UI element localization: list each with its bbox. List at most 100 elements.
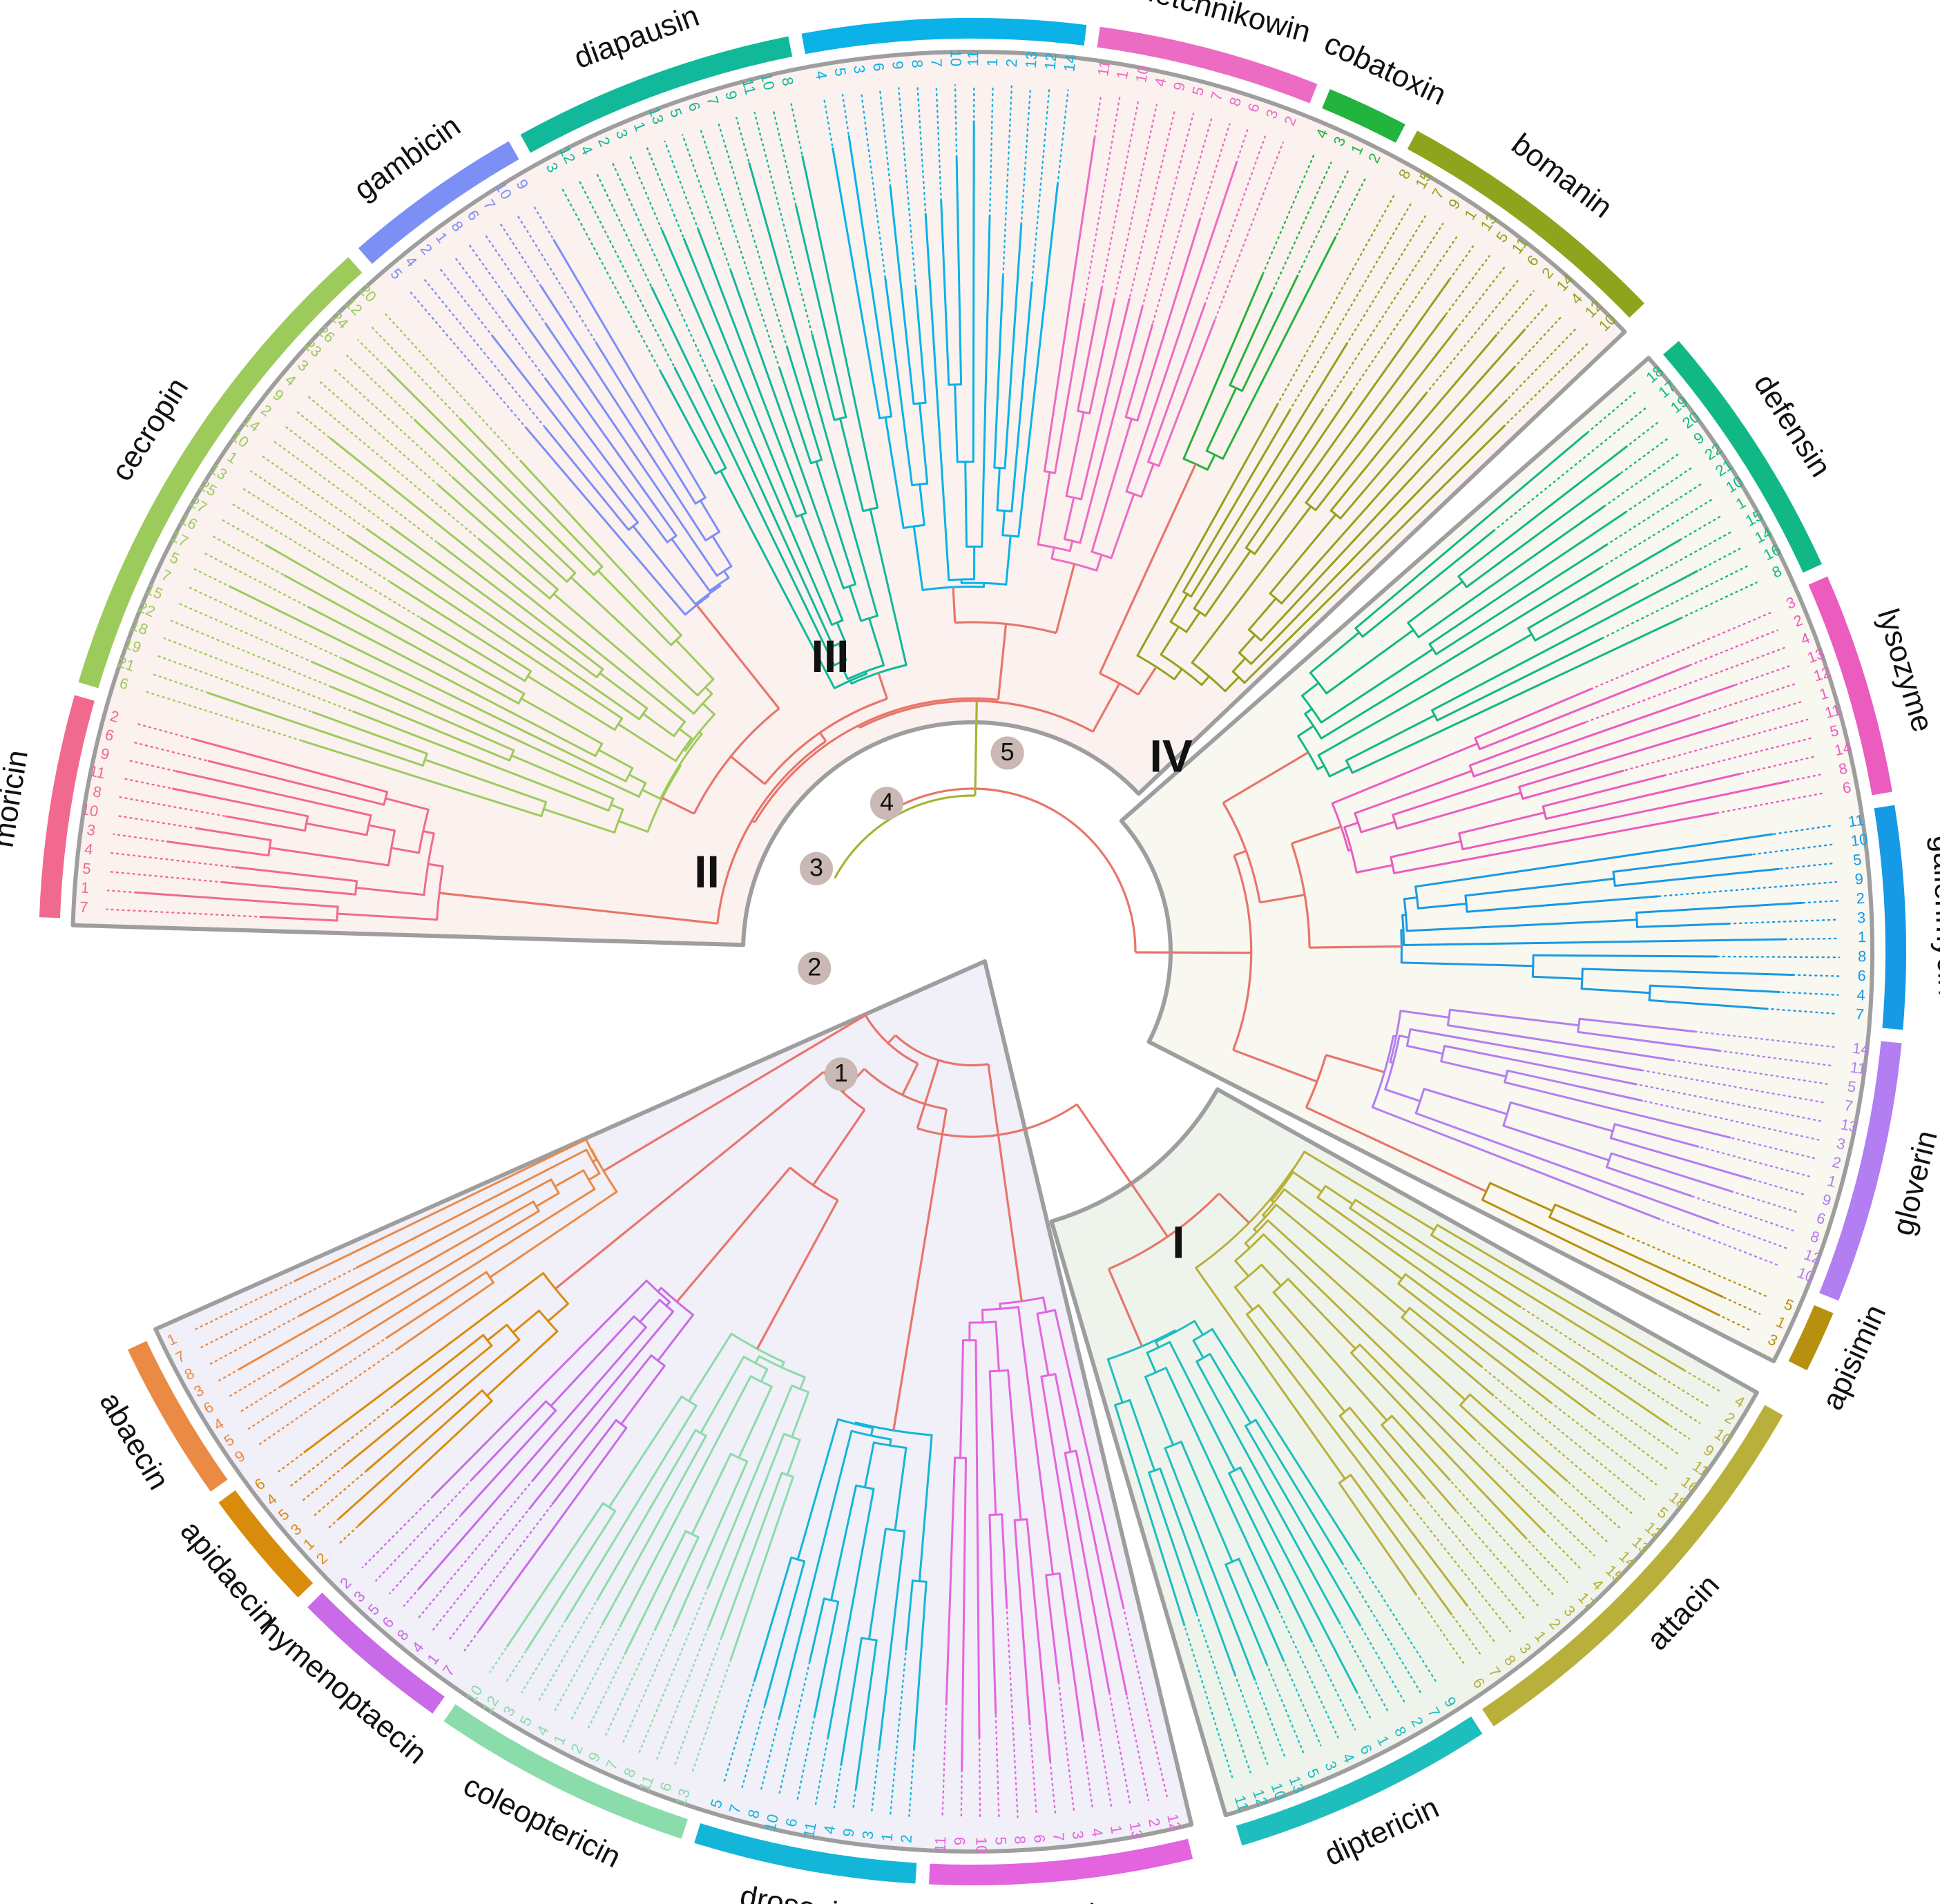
subtree-gallerimycin — [1400, 825, 1841, 1015]
node-marker-4 — [870, 787, 903, 820]
tip-label: 4 — [84, 840, 94, 858]
tip-label: 5 — [1846, 1077, 1857, 1096]
family-label-drosocin: drosocin — [738, 1879, 856, 1904]
family-band-coleoptericin — [443, 1704, 688, 1839]
subtree-drosocin — [723, 1418, 933, 1817]
tip-label: 3 — [1069, 1829, 1087, 1840]
subtree-lysozyme — [1331, 612, 1826, 874]
tip-label: 1 — [1107, 1824, 1126, 1835]
tip-label: 4 — [820, 1824, 839, 1835]
tip-label: 1 — [1113, 69, 1132, 80]
node-label-4: 4 — [880, 788, 894, 816]
tip-label: 6 — [782, 1817, 800, 1829]
tip-label: 8 — [908, 59, 926, 68]
clade-label-IV: IV — [1150, 731, 1193, 782]
tip-label: 14 — [1060, 54, 1079, 73]
tip-label: 8 — [778, 75, 797, 87]
tip-label: 12 — [1041, 52, 1060, 70]
family-band-moricin — [39, 695, 95, 919]
tip-label: 7 — [928, 58, 945, 67]
family-band-gambicin — [358, 141, 519, 265]
tip-label: 1 — [1858, 928, 1867, 945]
tip-label: 11 — [1094, 59, 1113, 77]
family-band-drosocin — [694, 1823, 917, 1884]
tip-label: 4 — [812, 69, 831, 80]
family-band-lebocin — [929, 1838, 1193, 1885]
tip-label: 10 — [1850, 830, 1868, 849]
subtree-apidaecin — [278, 1272, 569, 1545]
tip-label: 4 — [1151, 76, 1170, 88]
tip-label: 5 — [992, 1836, 1009, 1845]
tip-label: 7 — [1855, 1006, 1865, 1023]
internal-nodes: 1 2 3 4 5 — [798, 736, 1024, 1091]
family-band-hymenoptaecin — [307, 1593, 445, 1714]
family-band-cecropin — [78, 257, 363, 689]
tip-label: 6 — [1841, 778, 1853, 797]
tip-label: 3 — [1857, 909, 1866, 926]
tip-label: 12 — [1164, 1812, 1184, 1832]
tip-label: 8 — [745, 1808, 763, 1820]
tip-label: 11 — [964, 50, 981, 66]
tip-label: 5 — [1828, 722, 1841, 740]
tip-label: 3 — [86, 821, 97, 839]
tip-label: 9 — [951, 1837, 968, 1846]
subtree-metchnikowin — [1037, 93, 1284, 572]
family-band-lysozyme — [1808, 576, 1892, 796]
node-label-2: 2 — [807, 953, 821, 981]
node-marker-3 — [800, 852, 833, 885]
family-label-gallerimycin: gallerimycin — [1926, 835, 1940, 997]
tip-label: 2 — [1003, 58, 1021, 67]
tip-label: 4 — [1088, 1827, 1106, 1838]
tip-label: 2 — [1856, 890, 1865, 907]
family-label-coleoptericin: coleoptericin — [458, 1769, 626, 1874]
family-band-defensin — [1663, 340, 1822, 573]
node-label-5: 5 — [1001, 738, 1015, 766]
tip-label: 10 — [758, 71, 778, 92]
family-band-attacin — [1482, 1405, 1783, 1727]
clade-label-III: III — [811, 631, 849, 682]
clade-wedge-I — [70, 50, 1627, 948]
tip-label: 7 — [1843, 1097, 1854, 1115]
tip-label: 2 — [1145, 1816, 1164, 1828]
subtree-moricin — [106, 722, 444, 922]
tip-label: 9 — [1170, 80, 1189, 93]
tip-label: 3 — [858, 1830, 876, 1840]
tip-label: 14 — [1852, 1039, 1870, 1059]
tip-label: 11 — [88, 762, 106, 782]
tip-label: 11 — [932, 1836, 950, 1853]
tip-label: 3 — [1835, 1135, 1847, 1153]
tree-branches — [106, 84, 1841, 1820]
node-marker-1 — [824, 1057, 858, 1091]
subtree-apisimin — [1481, 1182, 1769, 1332]
tip-label: 7 — [1050, 1832, 1068, 1843]
tip-label: 7 — [79, 898, 88, 916]
tip-label: 5 — [81, 860, 92, 878]
tip-label: 10 — [1132, 64, 1152, 84]
family-band-drosomycin — [801, 17, 1087, 55]
tip-label: 14 — [1833, 738, 1853, 759]
tip-label: 6 — [1857, 967, 1866, 984]
tip-label: 1 — [878, 1832, 896, 1843]
tip-label: 13 — [1126, 1820, 1146, 1840]
node-label-1: 1 — [834, 1059, 848, 1087]
family-label-lebocin: lebocin — [1016, 1896, 1115, 1904]
subtree-diapausin — [561, 103, 907, 690]
tip-label: 10 — [972, 1837, 990, 1854]
tip-label: 9 — [1854, 870, 1864, 888]
family-band-bomanin — [1407, 131, 1644, 318]
family-band-abaecin — [128, 1340, 228, 1492]
clade-label-II: II — [694, 846, 720, 897]
tip-label: 11 — [800, 1820, 820, 1839]
tip-label: 5 — [1852, 851, 1863, 869]
tip-label: 6 — [1030, 1834, 1048, 1843]
tip-label: 2 — [897, 1834, 915, 1844]
subtree-coleoptericin — [489, 1332, 810, 1773]
tip-label: 10 — [947, 50, 964, 67]
tip-label: 1 — [983, 58, 1001, 67]
family-label-moricin: moricin — [0, 748, 35, 850]
family-band-metchnikowin — [1097, 26, 1318, 104]
family-band-cobatoxin — [1322, 89, 1405, 143]
tip-label: 8 — [1837, 760, 1849, 778]
